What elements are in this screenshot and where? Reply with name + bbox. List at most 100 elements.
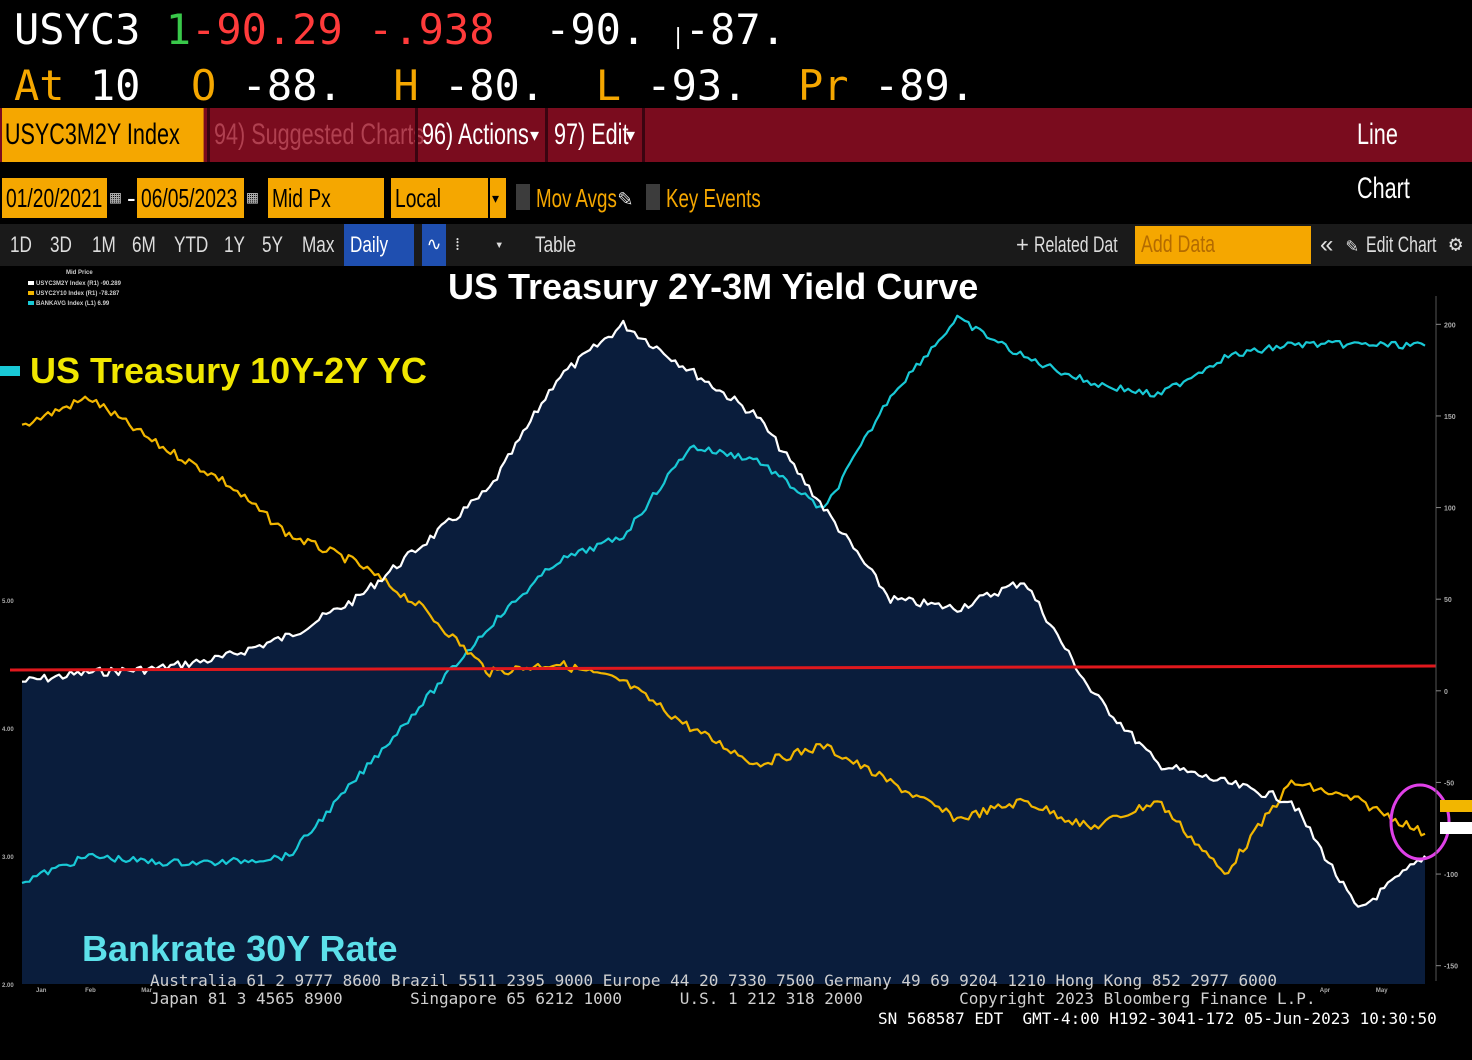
at-value: 10 — [89, 61, 141, 110]
area-layer — [22, 320, 1425, 984]
chart-toolbar: USYC3M2Y Index 94) Suggested Charts 96) … — [0, 108, 1472, 205]
area-fill-2y3m — [22, 320, 1425, 984]
edit-dropdown-icon[interactable]: ▾ — [626, 125, 636, 145]
right-axis-label: 0 — [1444, 689, 1448, 696]
x-axis-label: Jan — [36, 988, 47, 994]
label-bankrate: Bankrate 30Y Rate — [82, 928, 398, 969]
range-3d[interactable]: 3D — [50, 232, 72, 257]
at-label: At — [14, 61, 65, 110]
status-bar: SN 568587 EDT GMT-4:00 H192-3041-172 05-… — [878, 1009, 1437, 1028]
suggested-charts-button[interactable]: 94) Suggested Charts — [214, 118, 425, 151]
pencil-icon[interactable]: ✎ — [618, 184, 633, 212]
yc2y3m-layer — [21, 319, 1426, 908]
pencil-icon[interactable]: ✎ — [1346, 233, 1359, 257]
end-date-value: 06/05/2023 — [141, 183, 238, 213]
mov-avgs-label[interactable]: Mov Avgs — [536, 183, 617, 213]
low-value: -93. — [646, 61, 748, 110]
line-chart: 200 150 100 50 0 -50 -100 -150 5.00 4.00 3.00 2.00… — [0, 266, 1472, 1010]
range-5y[interactable]: 5Y — [262, 232, 283, 257]
line-chart-icon[interactable]: ∿ — [422, 224, 446, 266]
period-select[interactable]: Daily ▼ — [344, 224, 414, 299]
range-ytd[interactable]: YTD — [174, 232, 209, 257]
range-6m[interactable]: 6M — [132, 232, 156, 257]
mov-avgs-checkbox[interactable] — [516, 184, 530, 210]
range-1y[interactable]: 1Y — [224, 232, 245, 257]
plus-icon[interactable]: + — [1016, 232, 1029, 257]
table-button[interactable]: Table — [535, 232, 577, 257]
price-field-select[interactable]: Mid Px — [268, 178, 384, 218]
chart-settings-row: 01/20/2021 ▦ - 06/05/2023 ▦ Mid Px Local… — [0, 176, 1472, 220]
actions-dropdown-icon[interactable]: ▾ — [530, 125, 540, 145]
security-field[interactable]: USYC3M2Y Index — [2, 108, 204, 162]
range-max[interactable]: Max — [302, 232, 335, 257]
x-axis-label: Mar — [141, 988, 152, 994]
legend-swatch — [28, 281, 34, 285]
legend-header: Mid Price — [66, 270, 93, 276]
edit-chart-button[interactable]: Edit Chart — [1366, 232, 1437, 257]
currency-dropdown-icon[interactable]: ▾ — [490, 178, 506, 218]
x-axis-label: Apr — [1320, 988, 1331, 994]
range-1d[interactable]: 1D — [10, 232, 32, 257]
currency-value: Local CCY — [395, 183, 441, 213]
prev-value: -89. — [873, 61, 976, 110]
edit-menu[interactable]: 97) Edit — [554, 118, 629, 151]
open-value: -88. — [241, 61, 343, 110]
right-axis-label: -100 — [1444, 872, 1458, 879]
start-date-value: 01/20/2021 — [6, 183, 103, 213]
series-line-10y2y — [21, 395, 1426, 875]
legend-item: BANKAVG Index (L1) 6.99 — [36, 301, 110, 307]
x-axis-ticks: Jan Feb Mar Apr May — [36, 988, 1388, 994]
left-axis-label: 3.00 — [2, 855, 14, 861]
yc10y2y-layer — [21, 395, 1426, 875]
currency-select[interactable]: Local CCY — [391, 178, 488, 218]
bid-price: -90. — [545, 5, 647, 54]
last-value-marker-10y2y — [1440, 800, 1472, 812]
chart-type-label: Line Chart — [1357, 118, 1410, 205]
bid-ask-separator-icon: ∣ — [671, 25, 685, 50]
range-1m[interactable]: 1M — [92, 232, 116, 257]
end-date-field[interactable]: 06/05/2023 — [137, 178, 244, 218]
chart-style-dropdown-icon[interactable]: ▾ — [495, 237, 504, 253]
x-axis-label: Feb — [85, 988, 96, 994]
collapse-icon[interactable]: « — [1320, 231, 1334, 258]
x-axis-label: May — [1376, 988, 1388, 994]
bankrate-layer — [21, 314, 1426, 884]
legend-swatch — [28, 291, 34, 295]
tick-direction: 1 — [165, 5, 192, 54]
low-label: L — [595, 61, 621, 110]
toolbar-divider — [545, 108, 548, 162]
right-axis-ticks: 200 150 100 50 0 -50 -100 -150 — [1436, 322, 1458, 971]
calendar-icon[interactable]: ▦ — [247, 187, 258, 208]
left-axis-label: 4.00 — [2, 727, 14, 733]
actions-menu[interactable]: 96) Actions — [422, 118, 529, 151]
legend-item: USYC3M2Y Index (R1) -90.289 — [36, 281, 122, 287]
right-axis-label: -150 — [1444, 964, 1458, 971]
quote-line-2: At 10 O -88. H -80. L -93. Pr -89. — [14, 60, 975, 112]
chart-title: US Treasury 2Y-3M Yield Curve — [448, 266, 978, 307]
right-axis-label: 100 — [1444, 506, 1456, 513]
start-date-field[interactable]: 01/20/2021 — [2, 178, 107, 218]
high-label: H — [393, 61, 419, 110]
quote-line-1: USYC3 1-90.29 -.938 -90. ∣-87. — [14, 4, 786, 56]
zero-reference-line — [9, 664, 1437, 672]
range-row: 1D 3D 1M 6M YTD 1Y 5Y Max Daily ▼ ∿ ⁞ ▾ … — [0, 224, 1472, 299]
footer-contacts-line-2: Japan 81 3 4565 8900 Singapore 65 6212 1… — [150, 989, 1316, 1008]
key-events-label[interactable]: Key Events — [666, 183, 761, 213]
left-axis-label: 5.00 — [2, 599, 14, 605]
bar-chart-icon[interactable]: ⁞ — [455, 234, 461, 255]
last-price: -90.29 — [191, 5, 343, 54]
gear-icon[interactable]: ⚙ — [1449, 232, 1463, 257]
ticker: USYC3 — [14, 5, 141, 54]
toolbar-divider — [415, 108, 418, 162]
price-field-value: Mid Px — [272, 183, 331, 213]
add-data-input[interactable]: Add Data — [1135, 226, 1311, 264]
footer-contacts-line-1: Australia 61 2 9777 8600 Brazil 5511 239… — [150, 971, 1278, 990]
calendar-icon[interactable]: ▦ — [110, 187, 121, 208]
label-10y2y: US Treasury 10Y-2Y YC — [30, 350, 427, 391]
right-axis-label: 150 — [1444, 414, 1456, 421]
left-axis-label: 2.00 — [2, 983, 14, 989]
net-change: -.938 — [368, 5, 495, 54]
last-value-marker-2y3m — [1440, 822, 1472, 834]
key-events-checkbox[interactable] — [646, 184, 660, 210]
related-data-button[interactable]: Related Dat — [1034, 232, 1118, 257]
